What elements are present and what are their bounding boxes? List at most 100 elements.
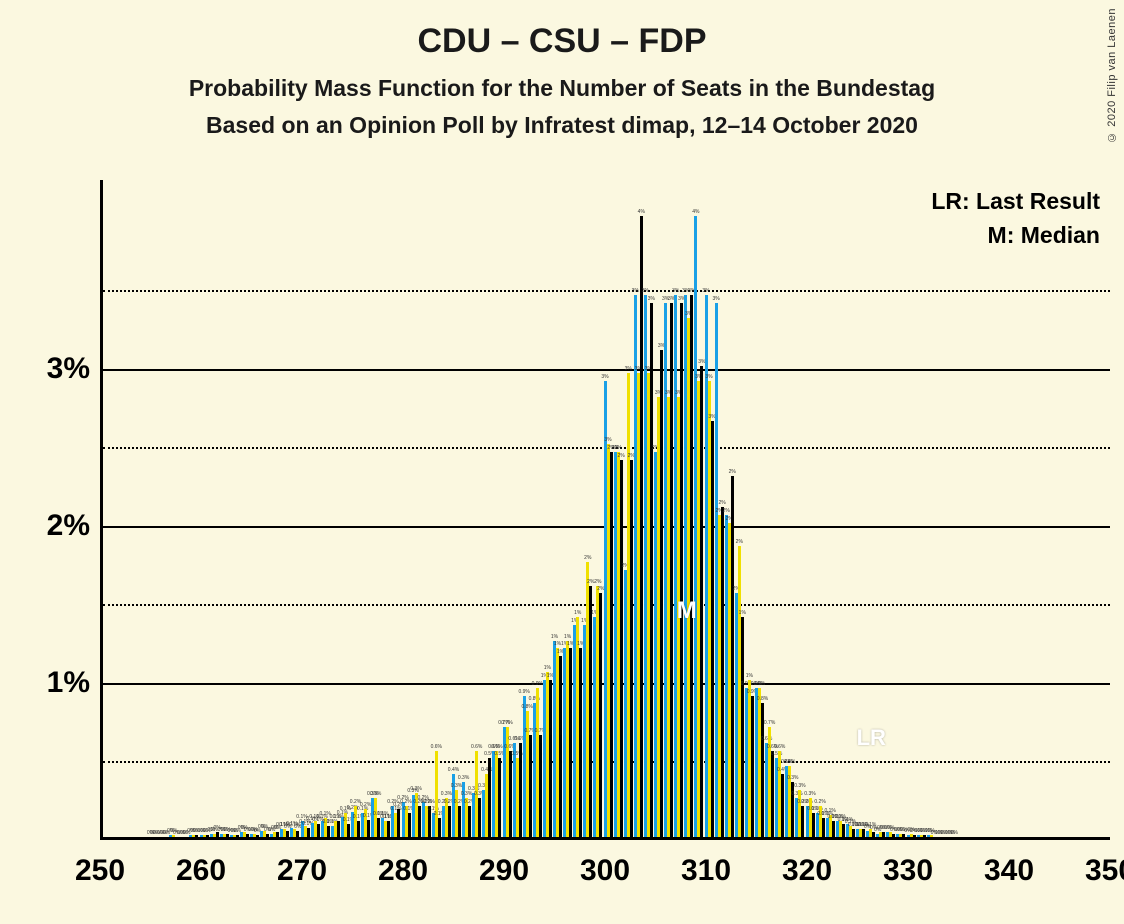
- bar-series3: [347, 824, 350, 837]
- bar-series3: [599, 593, 602, 837]
- legend-median: M: Median: [988, 222, 1100, 249]
- bar-series3: [852, 829, 855, 837]
- bar-series3: [397, 809, 400, 837]
- bar-value-label: 0.1%: [824, 808, 835, 814]
- bar-series3: [418, 806, 421, 837]
- bar-series3: [246, 834, 249, 837]
- bar-series3: [236, 835, 239, 837]
- bar-value-label: 3%: [702, 288, 709, 294]
- bar-series3: [771, 751, 774, 837]
- bar-value-label: 1%: [551, 634, 558, 640]
- bar-series3: [711, 421, 714, 837]
- bar-value-label: 0.6%: [774, 744, 785, 750]
- bar-series3: [862, 829, 865, 837]
- chart-subtitle-1: Probability Mass Function for the Number…: [0, 75, 1124, 102]
- bar-series3: [630, 460, 633, 837]
- chart-title: CDU – CSU – FDP: [0, 22, 1124, 61]
- bar-series3: [913, 835, 916, 837]
- bar-value-label: 1%: [739, 610, 746, 616]
- bar-value-label: 1%: [746, 673, 753, 679]
- bar-value-label: 0.9%: [518, 689, 529, 695]
- bar-value-label: 0.2%: [400, 799, 411, 805]
- bar-series3: [458, 806, 461, 837]
- bar-value-label: 0.2%: [814, 799, 825, 805]
- bar-value-label: 0.2%: [423, 799, 434, 805]
- bar-value-label: 3%: [601, 374, 608, 380]
- bar-value-label: 2%: [584, 555, 591, 561]
- bar-series3: [812, 813, 815, 837]
- bar-series3: [256, 835, 259, 837]
- bar-series3: [923, 835, 926, 837]
- bar-value-label: 0.9%: [532, 681, 543, 687]
- bar-series3: [266, 834, 269, 837]
- bar-value-label: 0.4%: [448, 767, 459, 773]
- x-axis-label: 320: [782, 854, 832, 888]
- bar-series3: [286, 831, 289, 837]
- y-axis-label: 1%: [30, 666, 90, 700]
- bar-series3: [206, 835, 209, 837]
- bar-value-label: 2%: [736, 539, 743, 545]
- bar-value-label: 2%: [718, 500, 725, 506]
- bar-series3: [842, 824, 845, 837]
- bar-series3: [731, 476, 734, 837]
- x-axis-label: 260: [176, 854, 226, 888]
- bar-series3: [448, 806, 451, 837]
- x-axis-label: 250: [75, 854, 125, 888]
- bar-series3: [872, 832, 875, 837]
- y-axis-label: 3%: [30, 352, 90, 386]
- bar-series3: [832, 821, 835, 837]
- bar-value-label: 0.8%: [757, 696, 768, 702]
- x-axis-label: 270: [277, 854, 327, 888]
- bar-value-label: 3%: [632, 288, 639, 294]
- bar-series3: [569, 648, 572, 837]
- bar-series3: [519, 743, 522, 837]
- bar-value-label: 2%: [617, 453, 624, 459]
- chart-container: © 2020 Filip van Laenen CDU – CSU – FDP …: [0, 0, 1124, 924]
- x-axis-label: 350: [1085, 854, 1124, 888]
- bar-series3: [589, 586, 592, 837]
- x-axis-label: 290: [479, 854, 529, 888]
- bar-series3: [640, 216, 643, 837]
- x-axis-label: 280: [378, 854, 428, 888]
- bar-value-label: 3%: [712, 296, 719, 302]
- bar-series3: [509, 751, 512, 837]
- bar-value-label: 0.3%: [794, 783, 805, 789]
- bar-series3: [610, 452, 613, 837]
- bar-series3: [438, 818, 441, 837]
- bar-series3: [801, 806, 804, 837]
- bar-series3: [296, 831, 299, 837]
- bar-value-label: 0.6%: [471, 744, 482, 750]
- bar-series3: [276, 832, 279, 837]
- bar-series3: [690, 295, 693, 837]
- bar-value-label: 0.5%: [784, 759, 795, 765]
- bar-series3: [660, 350, 663, 837]
- bar-series3: [478, 798, 481, 837]
- bar-series3: [620, 460, 623, 837]
- bar-value-label: 4%: [638, 209, 645, 215]
- bar-value-label: 2%: [729, 469, 736, 475]
- bar-series3: [195, 835, 198, 837]
- bar-series3: [529, 735, 532, 837]
- bar-series3: [408, 813, 411, 837]
- bar-value-label: 0.7%: [501, 720, 512, 726]
- bar-series3: [680, 303, 683, 837]
- bar-value-label: 1%: [574, 610, 581, 616]
- bar-series3: [559, 656, 562, 837]
- plot-area: LR: Last ResultM: Median0%0%0%0%0%0%0%0%…: [100, 180, 1110, 840]
- bar-series3: [307, 828, 310, 837]
- bar-series3: [822, 818, 825, 837]
- bar-series3: [670, 303, 673, 837]
- bar-series3: [700, 366, 703, 837]
- bar-series3: [387, 821, 390, 837]
- bar-series3: [488, 758, 491, 837]
- bar-series3: [216, 832, 219, 837]
- bar-series3: [317, 824, 320, 837]
- bar-value-label: 3%: [625, 366, 632, 372]
- bar-value-label: 2%: [614, 445, 621, 451]
- bar-value-label: 0.2%: [360, 802, 371, 808]
- x-axis-label: 340: [984, 854, 1034, 888]
- bar-value-label: 4%: [692, 209, 699, 215]
- median-marker: M: [677, 597, 697, 625]
- bar-value-label: 0%: [951, 830, 958, 836]
- y-axis-label: 2%: [30, 509, 90, 543]
